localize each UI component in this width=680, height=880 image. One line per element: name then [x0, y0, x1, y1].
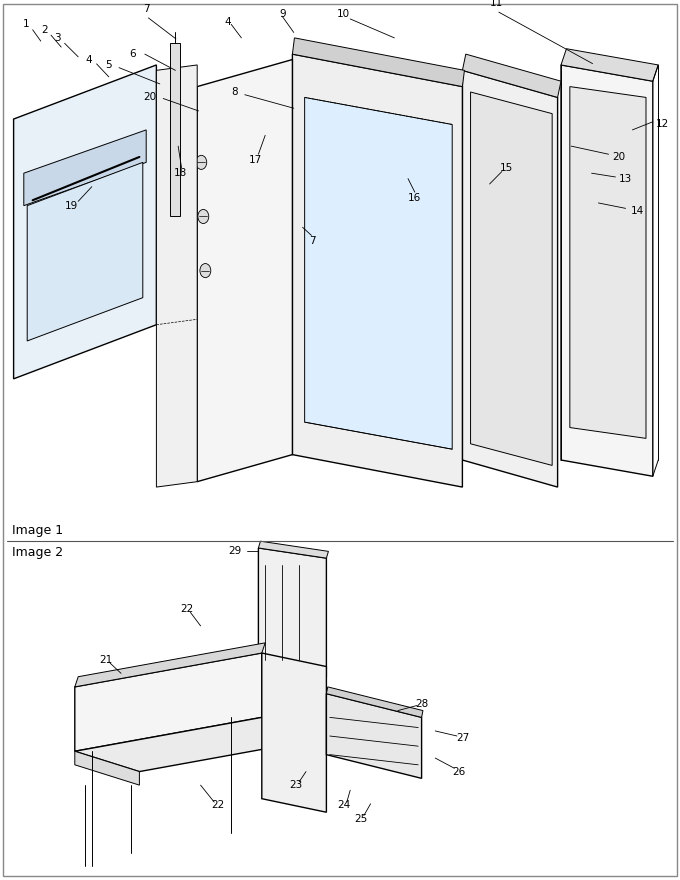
Text: 1: 1: [22, 19, 29, 29]
Text: 20: 20: [143, 92, 156, 102]
Text: 8: 8: [231, 87, 238, 97]
Polygon shape: [262, 653, 326, 812]
Text: 15: 15: [500, 163, 513, 172]
Text: 4: 4: [85, 55, 92, 64]
Text: 19: 19: [65, 201, 78, 210]
Text: 25: 25: [354, 814, 367, 824]
Polygon shape: [471, 92, 552, 466]
Polygon shape: [75, 717, 326, 772]
Text: 11: 11: [490, 0, 503, 8]
Polygon shape: [292, 38, 464, 86]
Circle shape: [196, 155, 207, 169]
Text: 10: 10: [337, 9, 350, 18]
Polygon shape: [570, 86, 646, 438]
Polygon shape: [561, 48, 658, 81]
Text: 14: 14: [630, 206, 643, 216]
Polygon shape: [27, 162, 143, 341]
Text: 7: 7: [143, 4, 150, 13]
Text: 23: 23: [289, 781, 303, 790]
Text: 21: 21: [99, 655, 112, 664]
Polygon shape: [197, 60, 292, 481]
Text: 4: 4: [224, 17, 231, 26]
Text: 20: 20: [612, 152, 626, 162]
Text: 22: 22: [180, 604, 194, 614]
Text: 16: 16: [408, 193, 422, 202]
Text: 17: 17: [248, 155, 262, 165]
Text: 29: 29: [228, 546, 241, 556]
Polygon shape: [170, 43, 180, 216]
Text: 3: 3: [54, 33, 61, 43]
Text: 24: 24: [337, 801, 350, 810]
Polygon shape: [24, 130, 146, 206]
Polygon shape: [462, 70, 558, 487]
Text: 13: 13: [619, 173, 632, 184]
Polygon shape: [561, 65, 653, 476]
Polygon shape: [326, 687, 423, 717]
Polygon shape: [156, 65, 197, 487]
Text: 22: 22: [211, 801, 224, 810]
Polygon shape: [14, 65, 156, 378]
Text: Image 1: Image 1: [12, 524, 63, 537]
Polygon shape: [326, 693, 422, 779]
Text: 5: 5: [105, 60, 112, 70]
Text: 26: 26: [452, 766, 466, 776]
Polygon shape: [292, 54, 462, 487]
Text: 28: 28: [415, 699, 428, 708]
Text: 6: 6: [129, 49, 136, 59]
Circle shape: [200, 264, 211, 277]
Polygon shape: [75, 642, 265, 687]
Text: 7: 7: [309, 236, 316, 246]
Text: 12: 12: [656, 120, 669, 129]
Polygon shape: [75, 752, 139, 785]
Text: 18: 18: [173, 168, 187, 178]
Circle shape: [198, 209, 209, 224]
Polygon shape: [305, 98, 452, 449]
Polygon shape: [75, 653, 262, 752]
Text: 2: 2: [41, 25, 48, 35]
Polygon shape: [258, 548, 326, 677]
Polygon shape: [462, 54, 561, 98]
Text: 9: 9: [279, 9, 286, 18]
Polygon shape: [258, 541, 328, 558]
Text: Image 2: Image 2: [12, 546, 63, 559]
Text: 27: 27: [456, 733, 469, 743]
